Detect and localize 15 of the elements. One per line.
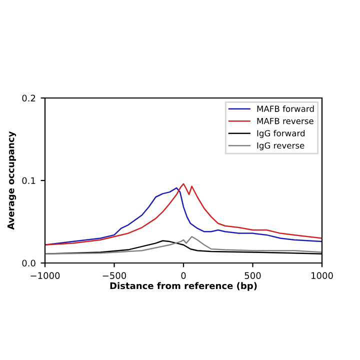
y-tick-label: 0.0: [22, 260, 36, 267]
y-axis-title: Average occupancy: [8, 131, 16, 230]
x-tick-label: 500: [244, 272, 261, 280]
x-axis-title: Distance from reference (bp): [110, 282, 257, 291]
y-tick-label: 0.1: [22, 177, 36, 184]
x-tick-label: −500: [102, 272, 126, 280]
x-tick-label: 1000: [312, 272, 333, 280]
legend-label: MAFB reverse: [257, 118, 314, 124]
x-tick-label: 0: [181, 272, 186, 280]
legend-label: IgG reverse: [257, 142, 304, 150]
x-tick-label: −1000: [30, 272, 60, 280]
y-tick-label: 0.2: [22, 94, 36, 102]
legend-label: MAFB forward: [257, 106, 314, 112]
legend-label: IgG forward: [257, 130, 305, 138]
line-series: [45, 236, 322, 255]
